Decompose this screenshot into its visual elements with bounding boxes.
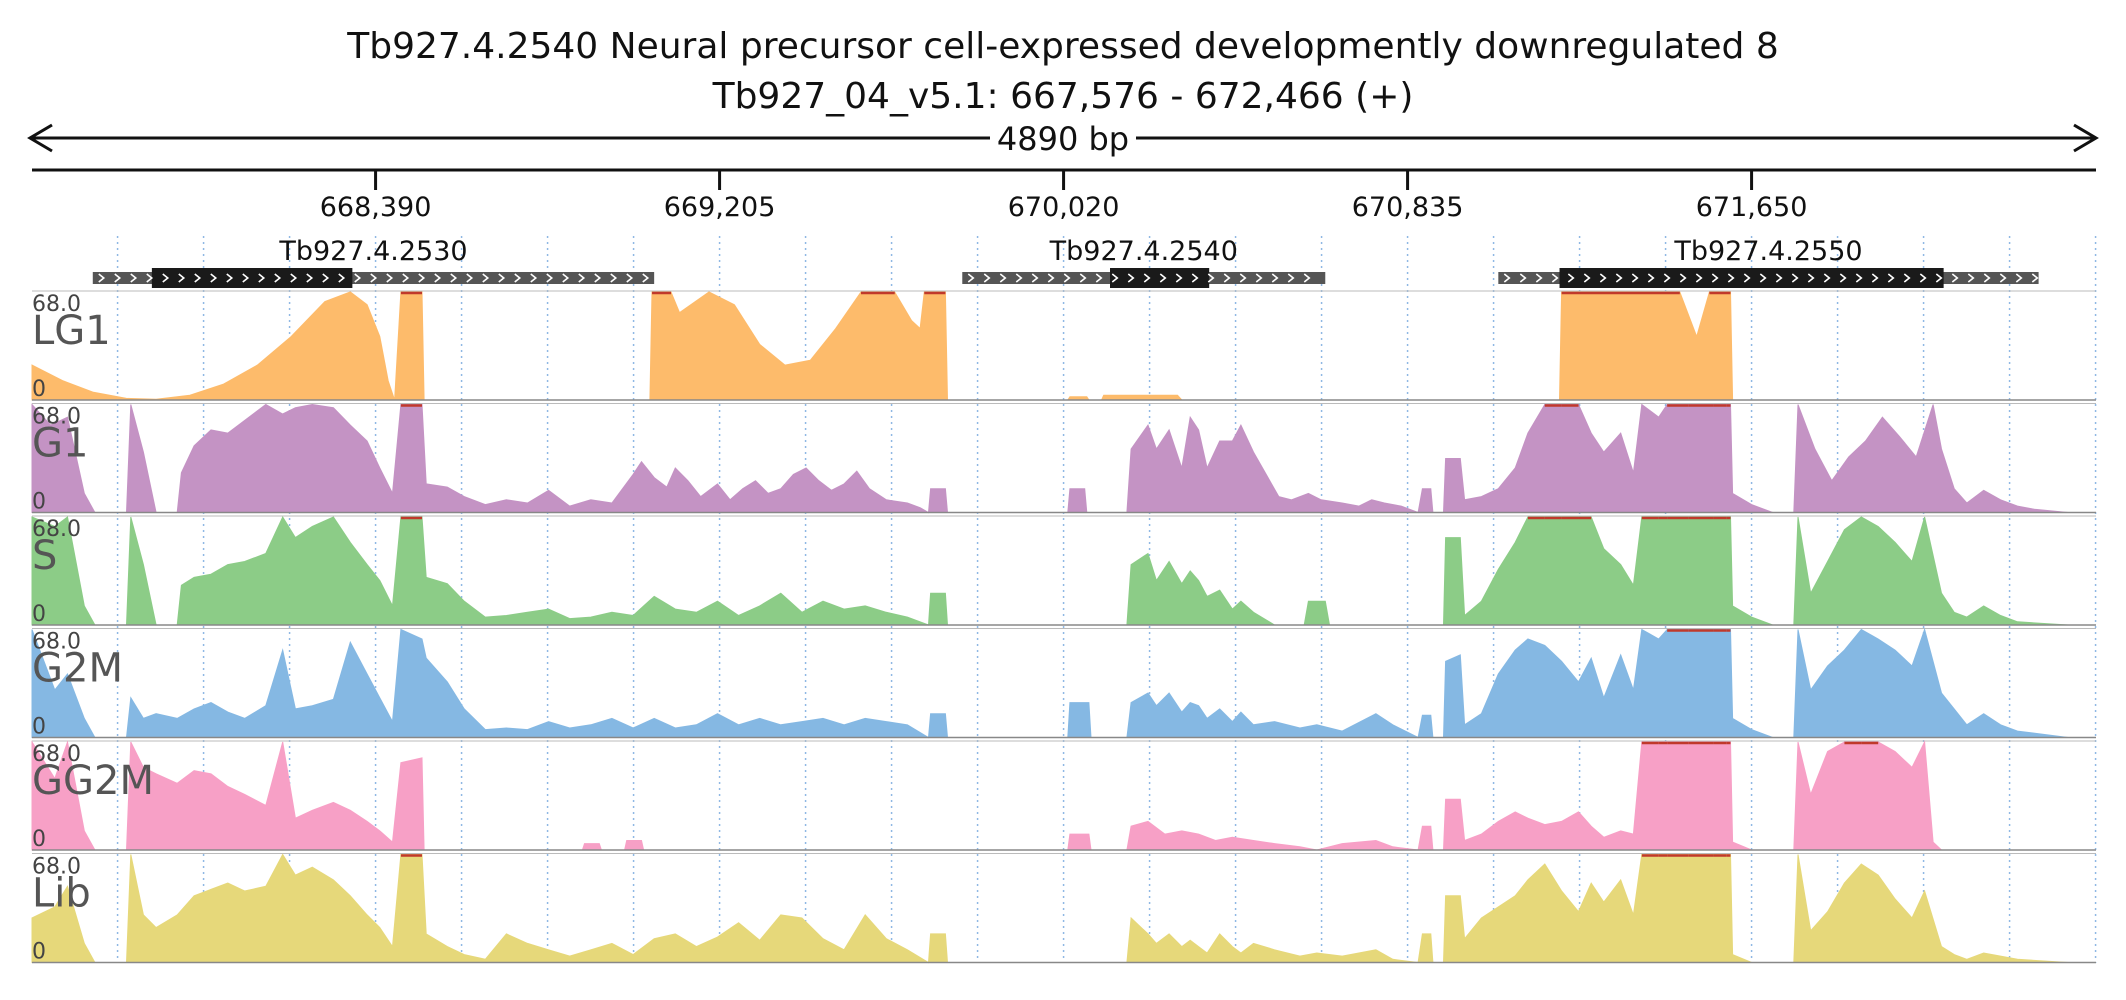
- track-name-G2M: G2M: [32, 646, 123, 692]
- track-GG2M: 68.0 0 GG2M: [31, 740, 2096, 852]
- track-min-label: 0: [32, 490, 46, 515]
- strand-arrows-icon: [967, 273, 1311, 283]
- gene-label-0: Tb927.4.2530: [278, 236, 467, 267]
- track-max-label: 68.0: [32, 742, 81, 767]
- coordinate-ruler: 668,390 669,205 670,020 670,835 671,650: [32, 168, 2096, 223]
- track-name-LG1: LG1: [32, 308, 111, 354]
- track-LG1: 68.0 0 LG1: [31, 290, 2096, 402]
- track-name-Lib: Lib: [32, 871, 91, 917]
- span-arrow-right-icon: [2073, 123, 2099, 153]
- track-max-label: 68.0: [32, 292, 81, 317]
- ruler-tick-label-2: 670,020: [1008, 192, 1120, 223]
- track-max-label: 68.0: [32, 405, 81, 430]
- ruler-tick-label-1: 669,205: [664, 192, 776, 223]
- ruler-tick-label-4: 671,650: [1696, 192, 1808, 223]
- gene-label-1: Tb927.4.2540: [1049, 236, 1238, 267]
- track-min-label: 0: [32, 940, 46, 965]
- chart-title: Tb927.4.2540 Neural precursor cell-expre…: [346, 26, 1779, 67]
- coverage-area-G2M: [31, 627, 2096, 739]
- span-bar: 4890 bp: [27, 120, 2099, 158]
- track-Lib: 68.0 0 Lib: [31, 853, 2096, 965]
- ruler-ticks: 668,390 669,205 670,020 670,835 671,650: [320, 170, 1808, 223]
- coverage-area-Lib: [31, 853, 2096, 964]
- gene-cds-0: [151, 268, 353, 288]
- gene-1[interactable]: Tb927.4.2540: [962, 236, 1326, 288]
- track-G2M: 68.0 0 G2M: [31, 627, 2096, 740]
- gene-cds-2: [1559, 268, 1944, 288]
- ruler-tick-label-3: 670,835: [1352, 192, 1464, 223]
- gene-label-2: Tb927.4.2550: [1673, 236, 1862, 267]
- track-max-label: 68.0: [32, 855, 81, 880]
- track-name-G1: G1: [32, 421, 88, 467]
- ruler-tick-label-0: 668,390: [320, 192, 432, 223]
- gene-0[interactable]: Tb927.4.2530: [92, 236, 655, 288]
- strand-arrows-icon: [1503, 273, 2039, 283]
- track-min-label: 0: [32, 377, 46, 402]
- span-arrow-left-icon: [27, 123, 53, 153]
- track-min-label: 0: [32, 602, 46, 627]
- chart-subtitle: Tb927_04_v5.1: 667,576 - 672,466 (+): [712, 76, 1414, 117]
- strand-arrows-icon: [98, 273, 650, 283]
- track-S: 68.0 0 S: [31, 515, 2096, 627]
- track-max-label: 68.0: [32, 517, 81, 542]
- track-G1: 68.0 0 G1: [31, 403, 2096, 515]
- span-label: 4890 bp: [997, 120, 1129, 158]
- coverage-tracks: 68.00LG168.00G168.00S68.00G2M68.00GG2M68…: [31, 290, 2096, 965]
- header: Tb927.4.2540 Neural precursor cell-expre…: [346, 26, 1779, 117]
- track-max-label: 68.0: [32, 630, 81, 655]
- coverage-area-S: [31, 515, 2096, 626]
- gene-cds-1: [1110, 268, 1210, 288]
- track-name-GG2M: GG2M: [32, 758, 154, 804]
- gene-2[interactable]: Tb927.4.2550: [1498, 236, 2039, 288]
- track-min-label: 0: [32, 715, 46, 740]
- coverage-area-GG2M: [31, 740, 2096, 851]
- track-name-S: S: [32, 533, 57, 579]
- gene-track: Tb927.4.2530 Tb927.4.2540 Tb927.4.2550: [92, 236, 2039, 288]
- track-min-label: 0: [32, 827, 46, 852]
